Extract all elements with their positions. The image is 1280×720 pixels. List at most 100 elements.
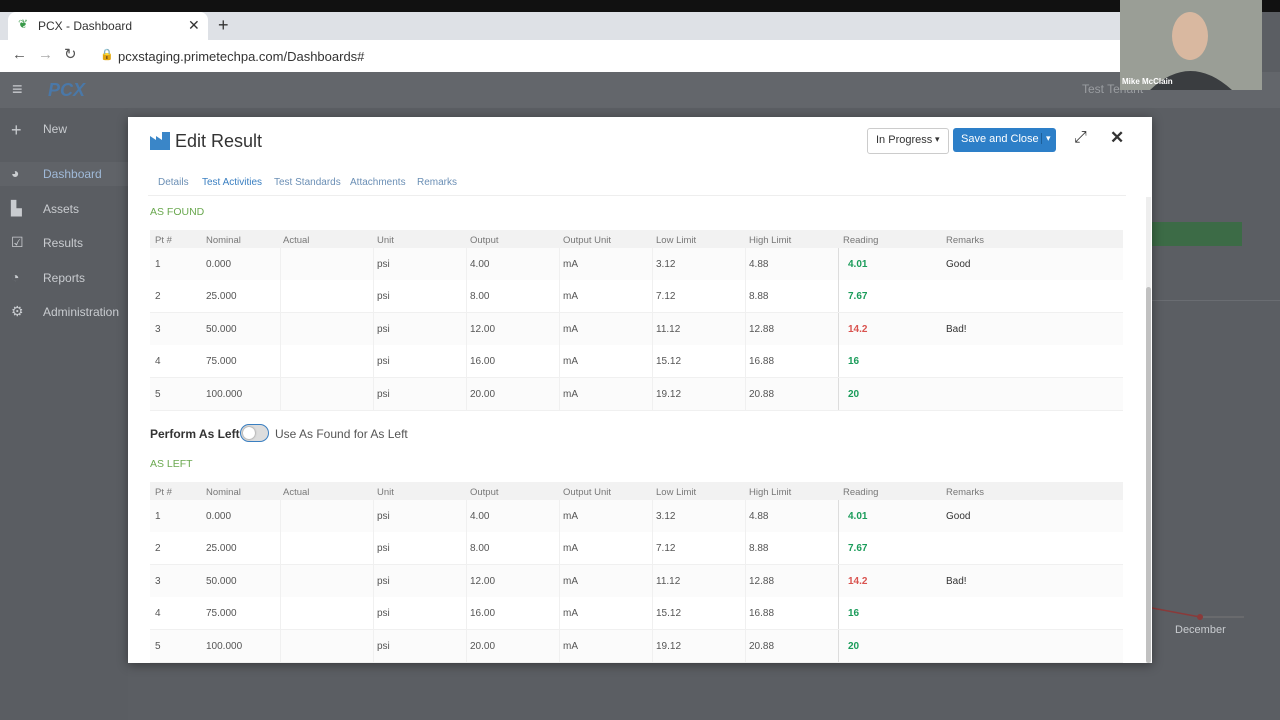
- table-row: [150, 377, 1123, 411]
- browser-tab[interactable]: ❦ PCX - Dashboard ✕: [8, 12, 208, 40]
- cell-border: [559, 312, 560, 345]
- column-header: Nominal: [206, 235, 241, 246]
- cell-border: [652, 248, 653, 280]
- favicon: ❦: [18, 17, 29, 31]
- cell-border: [745, 532, 746, 565]
- close[interactable]: ✕: [1110, 128, 1125, 147]
- cell-remarks[interactable]: Bad!: [946, 323, 967, 335]
- toggle-knob: [243, 427, 255, 439]
- cell-high-limit: 8.88: [749, 291, 769, 303]
- background-rule: [1152, 300, 1280, 301]
- cell-border: [280, 312, 281, 345]
- cell-low-limit: 19.12: [656, 640, 682, 652]
- cell-unit: psi: [377, 543, 390, 555]
- cell-pt: 2: [155, 543, 161, 555]
- expand[interactable]: ⤢: [1074, 129, 1087, 146]
- nav-item[interactable]: Administration: [43, 305, 120, 319]
- cell-border: [280, 345, 281, 378]
- lock: 🔒: [100, 49, 114, 61]
- address-bar: ← → ↻ 🔒: [0, 40, 1120, 73]
- cell-unit: psi: [377, 323, 390, 335]
- logo[interactable]: PCX: [48, 80, 86, 100]
- cell-nominal: 50.000: [206, 323, 237, 335]
- scroll-track: [1146, 197, 1151, 663]
- cell-border: [559, 500, 560, 532]
- cell-border: [373, 312, 374, 345]
- cell-unit: psi: [377, 575, 390, 587]
- nav-item[interactable]: Dashboard: [43, 167, 102, 181]
- cell-border: [745, 564, 746, 597]
- cell-border: [652, 312, 653, 345]
- nav-item[interactable]: New: [43, 122, 68, 136]
- cell-border: [652, 500, 653, 532]
- cell-output-unit: mA: [563, 543, 578, 555]
- cell-unit: psi: [377, 356, 390, 368]
- cell-border: [652, 597, 653, 630]
- column-header: Reading: [843, 487, 879, 498]
- status: In Progress: [876, 134, 933, 146]
- cell-output-unit: mA: [563, 259, 578, 270]
- cell-border: [745, 597, 746, 630]
- cell-remarks[interactable]: Good: [946, 511, 971, 522]
- section-heading: AS FOUND: [150, 206, 205, 218]
- cell-border: [466, 280, 467, 313]
- cell-border: [745, 500, 746, 532]
- cell-remarks[interactable]: Good: [946, 259, 971, 270]
- cell-low-limit: 7.12: [656, 291, 676, 303]
- save-caret[interactable]: ▾: [1041, 133, 1051, 144]
- cell-high-limit: 16.88: [749, 356, 775, 368]
- cell-border: [559, 248, 560, 280]
- cell-nominal: 25.000: [206, 543, 237, 555]
- cell-border: [280, 629, 281, 662]
- status-select[interactable]: In Progress ▾: [867, 128, 949, 154]
- toggle[interactable]: [240, 424, 269, 442]
- cell-border: [652, 377, 653, 410]
- cell-output: 12.00: [470, 575, 496, 587]
- url[interactable]: pcxstaging.primetechpa.com/Dashboards#: [118, 49, 365, 64]
- cell-nominal: 0.000: [206, 259, 232, 270]
- nav-item[interactable]: Assets: [43, 202, 80, 216]
- cell-border: [745, 312, 746, 345]
- sidebar: [0, 108, 128, 720]
- column-header: Output Unit: [563, 487, 612, 498]
- cell-pt: 2: [155, 291, 161, 303]
- cell-border: [466, 564, 467, 597]
- forward[interactable]: →: [38, 46, 53, 63]
- table-row: [150, 629, 1123, 663]
- cell-remarks[interactable]: Bad!: [946, 575, 967, 587]
- cell-border: [838, 597, 839, 630]
- cell-reading: 20: [848, 640, 860, 652]
- tab[interactable]: Attachments: [350, 177, 406, 188]
- cell-unit: psi: [377, 608, 390, 620]
- cell-output-unit: mA: [563, 356, 578, 368]
- menu[interactable]: ≡: [12, 79, 23, 99]
- cell-border: [373, 564, 374, 597]
- cell-border: [373, 597, 374, 630]
- tab[interactable]: Test Standards: [274, 177, 341, 188]
- nav-item[interactable]: Results: [43, 236, 84, 250]
- save-button[interactable]: Save and Close ▾: [953, 128, 1056, 152]
- nav-item[interactable]: Reports: [43, 271, 86, 285]
- cell-border: [466, 377, 467, 410]
- table-row: [150, 597, 1123, 631]
- toggle-label[interactable]: Use As Found for As Left: [275, 427, 408, 441]
- cell-high-limit: 8.88: [749, 543, 769, 555]
- cell-pt: 4: [155, 356, 161, 368]
- cell-high-limit: 16.88: [749, 608, 775, 620]
- reload[interactable]: ↻: [64, 46, 77, 63]
- cell-border: [838, 564, 839, 597]
- tab-close[interactable]: ✕: [188, 17, 200, 33]
- tab[interactable]: Details: [158, 177, 189, 188]
- cell-high-limit: 12.88: [749, 575, 775, 587]
- person: [1120, 0, 1262, 90]
- cell-low-limit: 11.12: [656, 323, 681, 335]
- cell-output-unit: mA: [563, 291, 578, 303]
- tab[interactable]: Remarks: [417, 177, 458, 188]
- cell-output-unit: mA: [563, 511, 578, 522]
- table-row: [150, 280, 1123, 314]
- tab[interactable]: Test Activities: [202, 177, 263, 188]
- new-tab[interactable]: +: [218, 15, 229, 35]
- caret: ▾: [935, 134, 940, 144]
- back[interactable]: ←: [12, 46, 27, 63]
